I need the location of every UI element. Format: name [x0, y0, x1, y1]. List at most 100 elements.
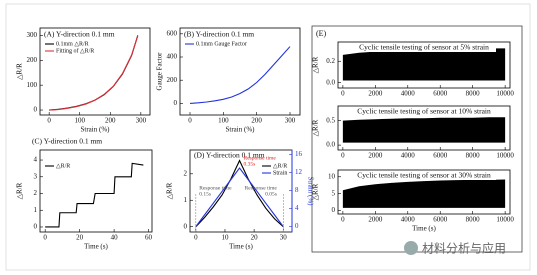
x-tick-label: 2000	[368, 216, 383, 224]
x-axis-label: Time (s)	[412, 225, 436, 233]
x-tick-label: 6000	[433, 90, 448, 98]
y-tick-label: 0.0	[326, 78, 335, 86]
plot-frame	[337, 105, 511, 151]
y-axis-label: Gauge Factor	[156, 52, 164, 91]
signal-band	[342, 179, 506, 208]
title-bg	[352, 171, 496, 180]
x-tick-label: 0	[188, 117, 192, 125]
x-tick-label: 200	[251, 117, 262, 125]
x-tick-label: 6000	[433, 152, 448, 160]
x-tick-label: 8000	[466, 152, 481, 160]
y-tick-label: 0	[332, 206, 336, 214]
y-tick-label: 0	[34, 223, 38, 231]
y-tick-label: 0.2	[326, 57, 335, 65]
chart-title: (D) Y-direction 0.1 mm	[194, 151, 265, 160]
y-tick-label: 1	[34, 206, 38, 214]
x-tick-label: 6000	[433, 216, 448, 224]
watermark: 材料分析与应用	[422, 241, 506, 256]
x-tick-label: 10	[221, 234, 229, 242]
x-tick-label: 8000	[466, 216, 481, 224]
x-tick-label: 300	[285, 117, 296, 125]
x-tick-label: 0	[47, 117, 51, 125]
y-tick-label: 2	[184, 169, 188, 177]
x-tick-label: 0	[341, 152, 345, 160]
y-tick-label: 3	[34, 172, 38, 180]
plot-frame	[39, 27, 151, 116]
legend-label: △R/R	[273, 163, 287, 169]
x-tick-label: 2000	[368, 152, 383, 160]
x-tick-label: 10000	[496, 216, 514, 224]
y-axis-label: △R/R	[16, 182, 24, 199]
y-tick-label: 200	[167, 76, 178, 84]
y-tick-label: 0	[174, 99, 178, 107]
legend-label: 0.1mm Gauge Factor	[196, 41, 247, 47]
x-tick-label: 4000	[401, 90, 416, 98]
x-axis-label: Strain (%)	[226, 126, 256, 134]
legend-label: Fitting of △R/R	[56, 47, 94, 54]
x-tick-label: 10000	[496, 90, 514, 98]
annotation: 0.05s	[265, 191, 277, 197]
x-tick-label: 0	[341, 90, 345, 98]
y-tick-label: 4	[34, 156, 38, 164]
wechat-icon	[404, 241, 418, 255]
series-line	[45, 162, 144, 228]
y-axis-label: △R/R	[312, 183, 320, 200]
series-line	[195, 167, 284, 227]
legend-label: △R/R	[56, 163, 70, 169]
x-tick-label: 4000	[401, 216, 416, 224]
x-tick-label: 40	[111, 234, 119, 242]
y-tick-label: 5	[332, 189, 336, 197]
y-tick-label: 10	[328, 172, 336, 180]
signal-band	[342, 48, 506, 81]
annotation: 0.15s	[199, 191, 211, 197]
x-tick-label: 0	[194, 234, 198, 242]
y-tick-label: 200	[27, 56, 38, 64]
annotation: Response time	[244, 155, 277, 161]
annotation: Response time	[199, 185, 232, 191]
y-tick-label: 0	[34, 106, 38, 114]
y-tick-label: 0.0	[326, 141, 335, 149]
chart-title: Cyclic tensile testing of sensor at 5% s…	[359, 43, 489, 52]
y-axis-label: △R/R	[312, 56, 320, 73]
y-tick-label: 0.5	[326, 116, 335, 124]
x-tick-label: 4000	[401, 152, 416, 160]
x-tick-label: 30	[280, 234, 288, 242]
y2-tick-label: 16	[295, 150, 303, 158]
x-tick-label: 10000	[496, 152, 514, 160]
x-tick-label: 20	[251, 234, 259, 242]
y-tick-label: 0	[184, 222, 188, 230]
y-axis-label: △R/R	[166, 182, 174, 199]
panel-label: (E)	[316, 29, 327, 38]
chart-title: (B) Y-direction 0.1 mm	[184, 30, 254, 39]
y-tick-label: 400	[167, 53, 178, 61]
y-tick-label: 2	[34, 189, 38, 197]
x-tick-label: 20	[76, 234, 84, 242]
y-axis-label: △R/R	[312, 119, 320, 136]
x-axis-label: Time (s)	[84, 243, 108, 251]
chart-title: Cyclic tensile testing of sensor at 30% …	[357, 171, 491, 180]
title-bg	[352, 107, 496, 116]
title-bg	[352, 43, 496, 52]
plot-frame	[39, 149, 153, 233]
x-tick-label: 60	[145, 234, 153, 242]
y-axis-label: △R/R	[16, 63, 24, 80]
plot-frame	[337, 169, 511, 215]
y2-tick-label: 0	[295, 222, 299, 230]
plot-frame	[179, 27, 301, 116]
chart-title: Cyclic tensile testing of sensor at 10% …	[357, 107, 491, 116]
series-line	[195, 159, 284, 228]
x-tick-label: 0	[341, 216, 345, 224]
y-tick-label: 600	[167, 29, 178, 37]
plot-frame	[337, 41, 511, 89]
x-axis-label: Time (s)	[229, 243, 253, 251]
signal-band	[342, 117, 506, 143]
x-tick-label: 200	[105, 117, 116, 125]
y2-tick-label: 8	[295, 186, 299, 194]
panel-e-frame	[311, 25, 523, 253]
y2-tick-label: 12	[295, 168, 303, 176]
legend-label: Strain	[273, 170, 287, 176]
x-tick-label: 2000	[368, 90, 383, 98]
y-tick-label: 300	[27, 31, 38, 39]
x-tick-label: 8000	[466, 90, 481, 98]
